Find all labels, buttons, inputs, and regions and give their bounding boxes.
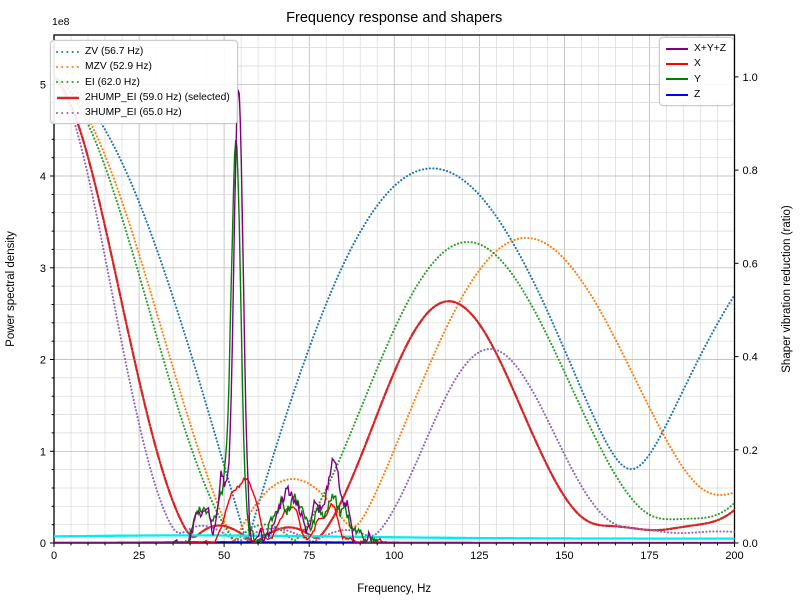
svg-text:Frequency, Hz: Frequency, Hz (357, 583, 431, 595)
svg-text:0: 0 (51, 550, 57, 562)
svg-text:150: 150 (555, 550, 573, 562)
svg-text:Shaper vibration reduction (ra: Shaper vibration reduction (ratio) (781, 205, 793, 373)
svg-text:25: 25 (133, 550, 145, 562)
svg-text:4: 4 (40, 171, 46, 183)
svg-text:1.0: 1.0 (743, 72, 758, 84)
svg-text:50: 50 (218, 550, 230, 562)
svg-text:Frequency response and shapers: Frequency response and shapers (286, 10, 502, 26)
svg-text:Power spectral density: Power spectral density (5, 231, 17, 347)
svg-text:3: 3 (40, 263, 46, 275)
svg-text:0: 0 (40, 538, 46, 550)
svg-text:0.2: 0.2 (743, 445, 758, 457)
svg-text:5: 5 (40, 79, 46, 91)
svg-text:75: 75 (303, 550, 315, 562)
svg-text:175: 175 (640, 550, 658, 562)
svg-text:100: 100 (385, 550, 403, 562)
svg-text:1e8: 1e8 (52, 16, 70, 28)
svg-text:0.8: 0.8 (743, 165, 758, 177)
svg-text:125: 125 (470, 550, 488, 562)
svg-text:0.4: 0.4 (743, 352, 758, 364)
svg-text:200: 200 (725, 550, 743, 562)
svg-text:1: 1 (40, 446, 46, 458)
svg-text:2: 2 (40, 355, 46, 367)
svg-text:0.6: 0.6 (743, 258, 758, 270)
svg-text:0.0: 0.0 (743, 538, 758, 550)
